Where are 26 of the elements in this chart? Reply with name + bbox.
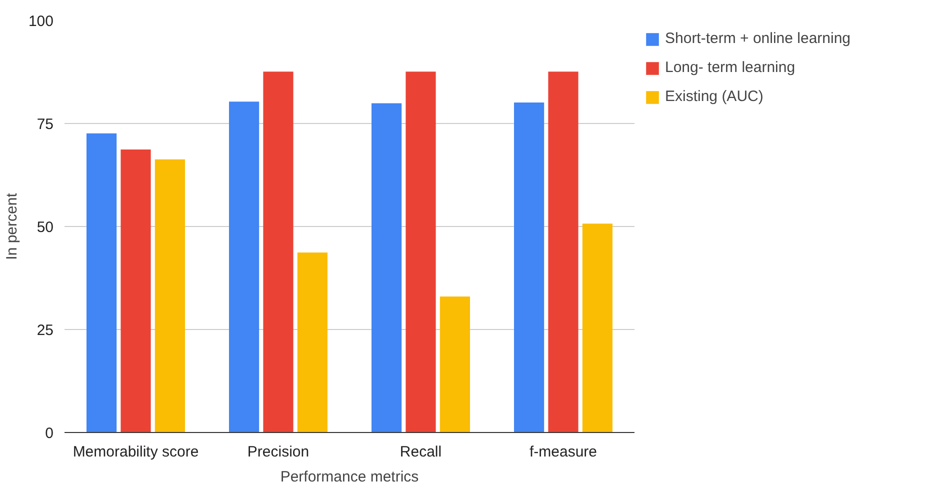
bar bbox=[582, 224, 612, 432]
bar bbox=[514, 102, 544, 432]
bar bbox=[229, 102, 260, 432]
y-tick-label: 0 bbox=[45, 425, 54, 442]
bar bbox=[263, 72, 294, 432]
bar bbox=[548, 72, 578, 432]
y-axis-title: In percent bbox=[3, 192, 20, 260]
bar bbox=[406, 72, 436, 432]
bar bbox=[372, 103, 402, 432]
bar bbox=[154, 159, 185, 432]
x-tick-label: Recall bbox=[400, 444, 442, 460]
y-tick-label: 25 bbox=[36, 322, 54, 339]
legend-label: Existing (AUC) bbox=[665, 88, 764, 105]
bar bbox=[120, 149, 151, 432]
bar bbox=[297, 252, 328, 432]
legend-label: Short-term + online learning bbox=[665, 30, 851, 47]
x-axis-title: Performance metrics bbox=[280, 468, 419, 486]
x-tick-label: Memorability score bbox=[72, 444, 199, 460]
bar bbox=[440, 296, 470, 432]
x-tick-label: Precision bbox=[247, 444, 310, 460]
y-tick-label: 75 bbox=[36, 116, 54, 133]
bar bbox=[86, 133, 117, 432]
y-tick-label: 50 bbox=[36, 219, 54, 236]
x-tick-label: f-measure bbox=[529, 444, 598, 460]
legend-label: Long- term learning bbox=[665, 59, 796, 76]
y-tick-label: 100 bbox=[28, 13, 54, 30]
